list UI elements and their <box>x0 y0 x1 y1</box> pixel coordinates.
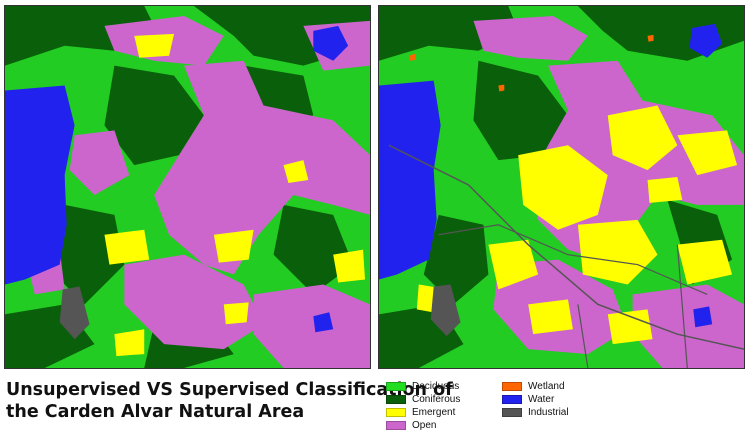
legend-swatch-deciduous <box>386 381 406 391</box>
legend-label-industrial: Industrial <box>528 406 569 418</box>
legend-swatch-coniferous <box>386 394 406 404</box>
legend-label-emergent: Emergent <box>412 406 456 418</box>
supervised-map-canvas <box>379 6 744 368</box>
caption-line-1: Unsupervised VS Supervised Classificatio… <box>6 380 453 400</box>
map-caption: Unsupervised VS Supervised Classificatio… <box>6 379 453 423</box>
legend-swatch-open <box>386 420 406 430</box>
legend: Deciduous Coniferous Emergent Open Wetla… <box>386 380 746 432</box>
supervised-classification-map <box>378 5 745 369</box>
legend-label-water: Water <box>528 393 555 405</box>
legend-item-emergent: Emergent <box>386 406 455 418</box>
legend-swatch-wetland <box>502 381 522 391</box>
legend-item-wetland: Wetland <box>502 380 565 392</box>
legend-item-water: Water <box>502 393 554 405</box>
legend-item-deciduous: Deciduous <box>386 380 459 392</box>
legend-item-coniferous: Coniferous <box>386 393 460 405</box>
legend-label-open: Open <box>412 419 437 431</box>
legend-label-wetland: Wetland <box>528 380 565 392</box>
legend-swatch-emergent <box>386 407 406 417</box>
caption-line-2: the Carden Alvar Natural Area <box>6 402 305 422</box>
legend-swatch-water <box>502 394 522 404</box>
legend-swatch-industrial <box>502 407 522 417</box>
unsupervised-classification-map <box>4 5 371 369</box>
legend-item-open: Open <box>386 419 436 431</box>
legend-label-deciduous: Deciduous <box>412 380 460 392</box>
unsupervised-map-canvas <box>5 6 370 368</box>
legend-item-industrial: Industrial <box>502 406 569 418</box>
legend-label-coniferous: Coniferous <box>412 393 461 405</box>
